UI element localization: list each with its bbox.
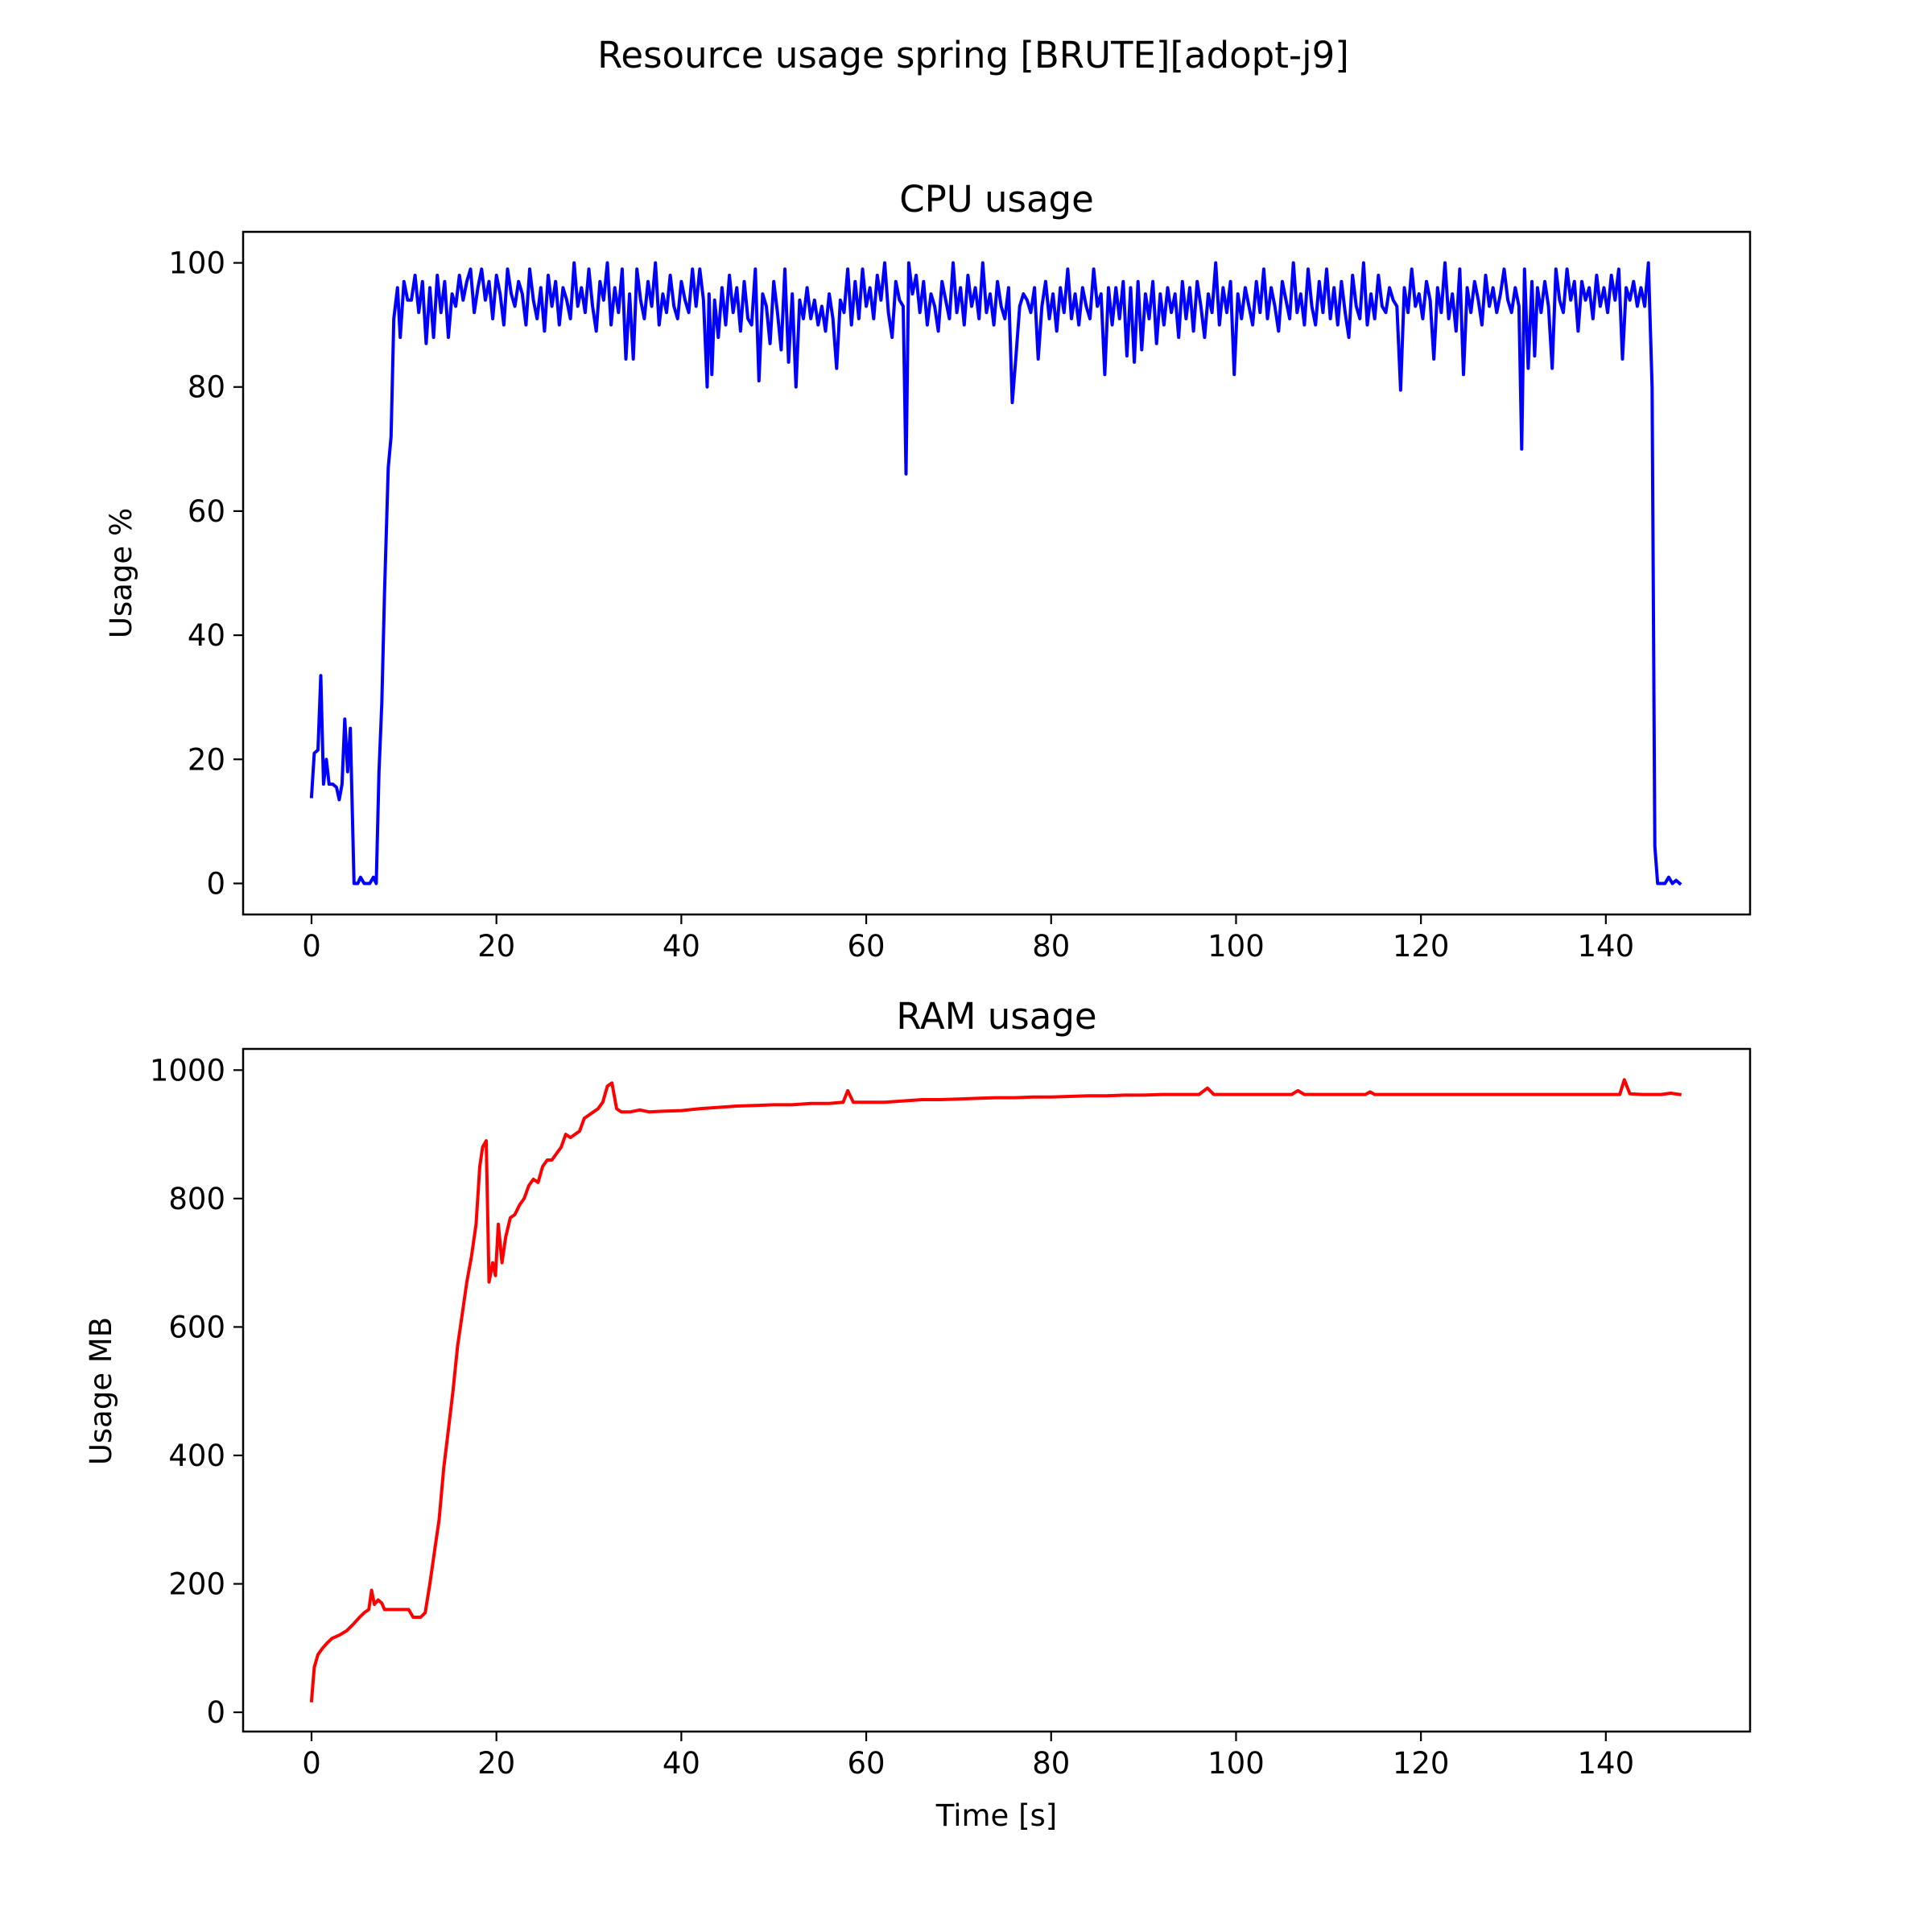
ram-axis-ticks: 0 20 40 60 80 100 120 140 0 200 400 600 800 1000 bbox=[150, 1053, 1634, 1781]
ram-plot-frame bbox=[242, 1047, 1752, 1733]
cpu-y-tick-label: 100 bbox=[168, 246, 225, 281]
cpu-x-tick-label: 40 bbox=[663, 929, 700, 964]
ram-x-tick-label: 120 bbox=[1393, 1746, 1450, 1781]
cpu-y-tick-label: 0 bbox=[206, 866, 225, 901]
ram-y-tick-label: 400 bbox=[168, 1439, 225, 1473]
figure-title: Resource usage spring [BRUTE][adopt-j9] bbox=[597, 34, 1349, 76]
ram-series bbox=[309, 1078, 1682, 1703]
cpu-y-tick-label: 60 bbox=[188, 494, 225, 529]
ram-x-tick-label: 80 bbox=[1032, 1746, 1070, 1781]
cpu-y-tick-label: 20 bbox=[188, 742, 225, 777]
cpu-y-axis-label: Usage % bbox=[104, 508, 138, 638]
ram-y-tick-label: 1000 bbox=[150, 1053, 225, 1088]
cpu-x-tick-label: 20 bbox=[477, 929, 515, 964]
cpu-series bbox=[309, 261, 1682, 886]
ram-x-axis-label: Time [s] bbox=[935, 1798, 1057, 1833]
cpu-series-line bbox=[309, 261, 1682, 886]
cpu-y-tick-label: 40 bbox=[188, 618, 225, 653]
cpu-x-tick-label: 120 bbox=[1393, 929, 1450, 964]
ram-y-axis-label: Usage MB bbox=[84, 1317, 118, 1465]
ram-y-tick-label: 0 bbox=[206, 1695, 225, 1730]
ram-y-tick-label: 200 bbox=[168, 1567, 225, 1602]
ram-x-tick-label: 140 bbox=[1578, 1746, 1635, 1781]
cpu-chart-title: CPU usage bbox=[899, 178, 1094, 221]
ram-x-tick-label: 100 bbox=[1208, 1746, 1265, 1781]
cpu-usage-chart: CPU usage Usage % 0 20 40 60 80 100 120 140 0 20 4… bbox=[104, 178, 1752, 964]
ram-x-tick-label: 60 bbox=[848, 1746, 886, 1781]
cpu-y-tick-label: 80 bbox=[188, 370, 225, 405]
cpu-x-tick-label: 100 bbox=[1208, 929, 1265, 964]
ram-x-tick-label: 40 bbox=[663, 1746, 700, 1781]
ram-chart-title: RAM usage bbox=[896, 995, 1096, 1038]
ram-y-tick-label: 600 bbox=[168, 1310, 225, 1344]
cpu-plot-frame bbox=[242, 230, 1752, 916]
ram-y-tick-label: 800 bbox=[168, 1182, 225, 1216]
ram-usage-chart: RAM usage Usage MB Time [s] 0 20 40 60 80 100… bbox=[84, 995, 1752, 1833]
cpu-axis-ticks: 0 20 40 60 80 100 120 140 0 20 40 60 80 100 bbox=[168, 246, 1634, 964]
cpu-x-tick-label: 0 bbox=[302, 929, 321, 964]
ram-x-tick-label: 0 bbox=[302, 1746, 321, 1781]
ram-x-tick-label: 20 bbox=[477, 1746, 515, 1781]
cpu-x-tick-label: 140 bbox=[1578, 929, 1635, 964]
ram-series-line bbox=[309, 1078, 1682, 1703]
cpu-x-tick-label: 80 bbox=[1032, 929, 1070, 964]
cpu-x-tick-label: 60 bbox=[848, 929, 886, 964]
